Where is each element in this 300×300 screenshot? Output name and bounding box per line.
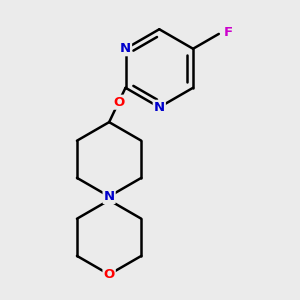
Text: O: O	[113, 96, 124, 109]
Text: O: O	[103, 268, 115, 281]
Text: N: N	[103, 190, 115, 203]
Text: N: N	[120, 42, 131, 55]
Text: F: F	[224, 26, 233, 38]
Text: N: N	[154, 101, 165, 114]
